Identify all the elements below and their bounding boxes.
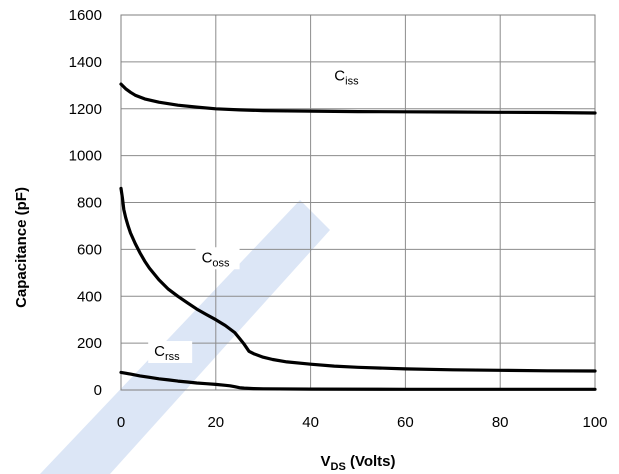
series-label-subscript: rss — [165, 351, 180, 363]
series-group — [119, 82, 597, 391]
y-tick-label: 1200 — [69, 101, 102, 118]
x-axis-ticks: 0 20 40 60 80 100 — [117, 414, 608, 431]
x-tick-label: 80 — [492, 414, 509, 431]
x-tick-label: 0 — [117, 414, 125, 431]
series-label-background — [328, 65, 373, 88]
x-tick-label: 60 — [397, 414, 414, 431]
series-label-subscript: oss — [212, 257, 230, 269]
y-tick-label: 400 — [77, 288, 102, 305]
x-tick-label: 100 — [582, 414, 607, 431]
series-label-subscript: iss — [345, 76, 359, 88]
y-axis-ticks: 0 200 400 600 800 1000 1200 1400 1600 — [69, 7, 102, 399]
series-label-rss: Crss — [154, 343, 180, 363]
x-axis-label-suffix: (Volts) — [346, 453, 396, 470]
x-axis-label: VDS (Volts) — [320, 453, 395, 473]
y-tick-label: 200 — [77, 335, 102, 352]
y-tick-label: 600 — [77, 241, 102, 258]
y-tick-label: 1600 — [69, 7, 102, 24]
x-axis-label-main: V — [320, 453, 330, 470]
series-label-background — [195, 247, 240, 270]
x-tick-label: 40 — [302, 414, 319, 431]
series-label-iss: Ciss — [334, 68, 359, 88]
y-tick-label: 800 — [77, 195, 102, 212]
series-label-main: C — [202, 249, 213, 266]
y-tick-label: 1400 — [69, 54, 102, 71]
y-tick-label: 0 — [94, 382, 102, 399]
series-line-rss — [119, 370, 597, 391]
series-label-oss: Coss — [202, 249, 230, 269]
series-line-oss — [119, 186, 597, 373]
background-watermark-shape — [40, 200, 330, 474]
y-axis-label: Capacitance (pF) — [13, 187, 30, 308]
x-tick-label: 20 — [207, 414, 224, 431]
series-label-main: C — [154, 343, 165, 360]
x-axis-label-subscript: DS — [331, 461, 346, 473]
series-label-main: C — [334, 68, 345, 85]
y-tick-label: 1000 — [69, 148, 102, 165]
series-line-iss — [119, 82, 597, 115]
series-label-background — [148, 341, 193, 364]
